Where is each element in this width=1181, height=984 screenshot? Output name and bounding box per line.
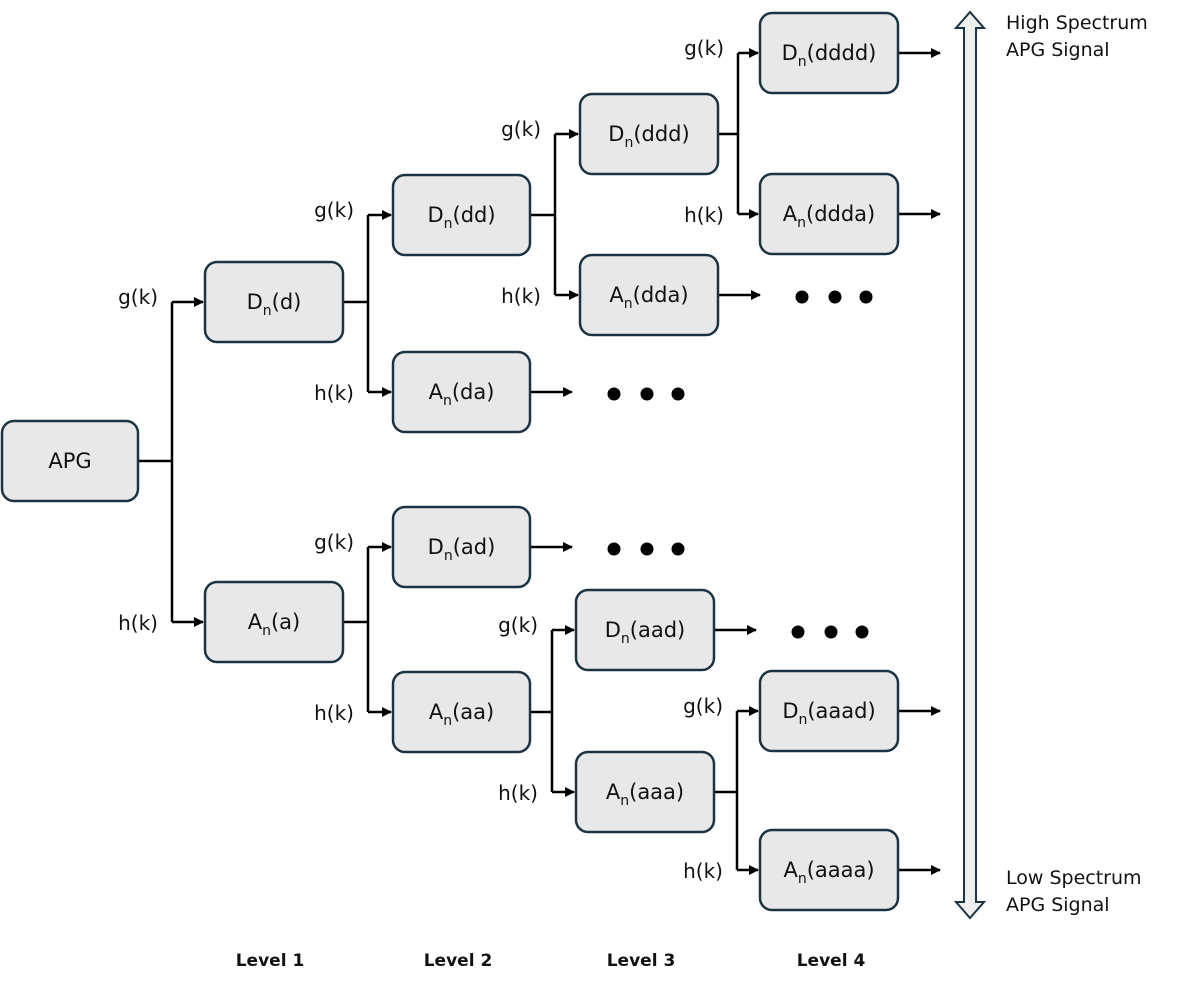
node-box (574, 750, 716, 834)
node-dd: Dn(dd) (391, 173, 532, 257)
node-label: Dn(dd) (427, 203, 495, 232)
node-label: Dn(d) (247, 290, 302, 319)
low-pass-filter-label: h(k) (498, 781, 538, 805)
node-box (758, 172, 900, 256)
level-3-label: Level 3 (607, 951, 676, 971)
node-box (391, 350, 532, 434)
node-label: Dn(aad) (605, 618, 686, 647)
low-spectrum-label-line2: APG Signal (1006, 894, 1110, 916)
node-aa: An(aa) (391, 670, 532, 754)
node-da: An(da) (391, 350, 532, 434)
ellipsis-dot (671, 387, 685, 401)
high-pass-filter-label: g(k) (684, 36, 724, 60)
node-label: An(ddda) (783, 202, 876, 231)
continuation-ellipsis: • • • (607, 387, 685, 401)
node-label: Dn(ddd) (608, 122, 689, 151)
high-pass-filter-label: g(k) (314, 198, 354, 222)
node-a: An(a) (203, 580, 345, 664)
node-d: Dn(d) (203, 260, 345, 344)
ellipsis-dot (791, 625, 805, 639)
connectors: g(k) h(k) g(k) h(k) g(k) h(k) g(k) h(k) g(k) h(k)… (118, 36, 941, 883)
continuation-ellipsis: • • • (791, 625, 869, 639)
low-pass-filter-label: h(k) (684, 203, 724, 227)
node-box (391, 173, 532, 257)
ellipsis-dot (640, 387, 654, 401)
low-spectrum-label-line1: Low Spectrum (1006, 867, 1142, 889)
node-label: An(aa) (429, 700, 494, 729)
low-pass-filter-label: h(k) (314, 701, 354, 725)
node-dddd: Dn(dddd) (758, 11, 900, 95)
node-label: An(da) (429, 380, 495, 409)
ellipsis-dot (828, 290, 842, 304)
ellipsis-dot (671, 542, 685, 556)
high-spectrum-label-line1: High Spectrum (1006, 12, 1148, 34)
ellipsis-dot (859, 290, 873, 304)
node-aaad: Dn(aaad) (758, 669, 900, 753)
continuation-ellipsis: • • • (795, 290, 873, 304)
high-pass-filter-label: g(k) (683, 694, 723, 718)
node-apg: APG (0, 419, 140, 503)
low-pass-filter-label: h(k) (501, 284, 541, 308)
level-2-label: Level 2 (424, 951, 493, 971)
node-box (578, 92, 720, 176)
node-label: APG (48, 449, 91, 473)
node-box (578, 253, 720, 337)
node-label: An(aaaa) (783, 858, 874, 887)
node-dda: An(dda) (578, 253, 720, 337)
ellipsis-dot (640, 542, 654, 556)
node-label: An(dda) (609, 283, 688, 312)
level-1-label: Level 1 (236, 951, 305, 971)
double-arrow-icon (953, 10, 987, 920)
node-box (758, 11, 900, 95)
low-pass-filter-label: h(k) (118, 611, 158, 635)
node-box (203, 260, 345, 344)
node-label: An(a) (248, 610, 301, 639)
level-4-label: Level 4 (797, 951, 866, 971)
node-box (203, 580, 345, 664)
node-box (758, 669, 900, 753)
low-pass-filter-label: h(k) (314, 381, 354, 405)
node-box (574, 588, 716, 672)
node-ad: Dn(ad) (391, 505, 532, 589)
node-label: Dn(dddd) (782, 41, 877, 70)
node-aaaa: An(aaaa) (758, 828, 900, 912)
node-label: Dn(ad) (428, 535, 496, 564)
high-spectrum-label-line2: APG Signal (1006, 39, 1110, 61)
spectrum-arrow (953, 10, 987, 920)
ellipsis-dot (607, 542, 621, 556)
ellipsis-dot (855, 625, 869, 639)
high-pass-filter-label: g(k) (498, 613, 538, 637)
node-ddda: An(ddda) (758, 172, 900, 256)
node-ddd: Dn(ddd) (578, 92, 720, 176)
node-box (391, 670, 532, 754)
high-pass-filter-label: g(k) (314, 530, 354, 554)
node-label: An(aaa) (606, 780, 684, 809)
ellipsis-dot (795, 290, 809, 304)
node-box (758, 828, 900, 912)
high-pass-filter-label: g(k) (118, 285, 158, 309)
ellipsis-dot (607, 387, 621, 401)
nodes: APG Dn(d) An(a) Dn(dd) An(da) Dn(ad) An(aa) Dn(… (0, 11, 900, 912)
node-box (0, 419, 140, 503)
low-pass-filter-label: h(k) (683, 859, 723, 883)
continuation-ellipsis: • • • (607, 542, 685, 556)
node-label: Dn(aaad) (782, 699, 875, 728)
node-aaa: An(aaa) (574, 750, 716, 834)
node-aad: Dn(aad) (574, 588, 716, 672)
node-box (391, 505, 532, 589)
ellipsis-dot (824, 625, 838, 639)
high-pass-filter-label: g(k) (501, 117, 541, 141)
